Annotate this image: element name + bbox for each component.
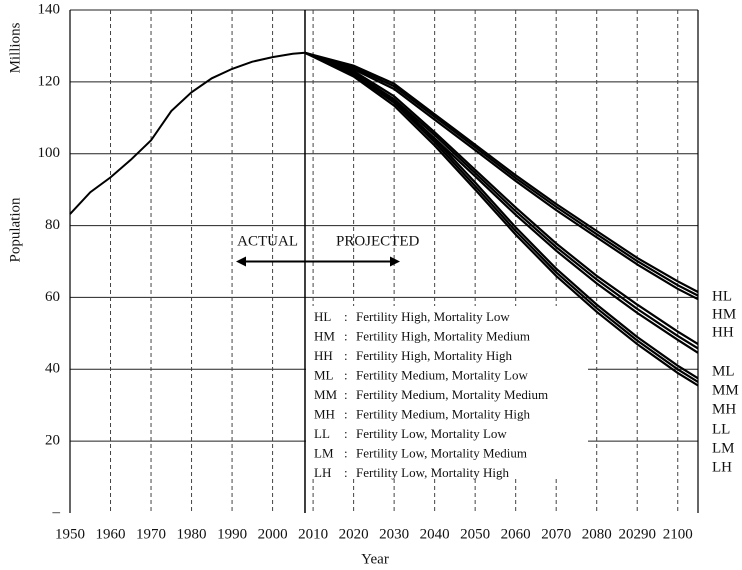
- legend-separator: :: [344, 426, 348, 441]
- legend-description: Fertility High, Mortality Medium: [356, 328, 530, 343]
- series-line: [304, 51, 699, 387]
- legend-description: Fertility Low, Mortality Medium: [356, 445, 527, 460]
- legend-code: ML: [314, 367, 334, 382]
- series-line: [304, 51, 699, 346]
- legend-code: LL: [314, 426, 330, 441]
- legend-description: Fertility Medium, Mortality High: [356, 406, 531, 421]
- series-end-label: HH: [712, 324, 734, 340]
- x-tick-label: 1990: [217, 526, 247, 542]
- legend-code: LM: [314, 445, 334, 460]
- arrow-head: [390, 256, 400, 267]
- series-end-label: MM: [712, 382, 739, 398]
- y-axis-label: Population: [7, 197, 23, 263]
- y-tick-label: 40: [45, 361, 60, 377]
- x-tick-label: 1950: [55, 526, 85, 542]
- legend-code: HL: [314, 309, 331, 324]
- y-tick-label: 100: [38, 145, 61, 161]
- legend-separator: :: [344, 387, 348, 402]
- series-line: [304, 51, 699, 301]
- x-tick-label: 1970: [136, 526, 166, 542]
- y-axis-unit: Millions: [7, 22, 23, 73]
- series-line: [304, 51, 699, 380]
- series-end-label: LM: [712, 440, 735, 456]
- x-tick-label: 2040: [420, 526, 450, 542]
- series-line: [304, 51, 699, 293]
- y-tick-label: 20: [45, 433, 60, 449]
- legend-code: MM: [314, 387, 338, 402]
- y-tick-label: 60: [45, 289, 60, 305]
- x-tick-label: 2000: [258, 526, 288, 542]
- legend-separator: :: [344, 465, 348, 480]
- legend-description: Fertility High, Mortality Low: [356, 309, 510, 324]
- legend-separator: :: [344, 445, 348, 460]
- series-end-label: MH: [712, 401, 736, 417]
- x-tick-label: 1960: [96, 526, 126, 542]
- x-tick-label: 2050: [460, 526, 490, 542]
- series-end-label: HM: [712, 306, 736, 322]
- legend-separator: :: [344, 309, 348, 324]
- x-tick-label: 2070: [541, 526, 571, 542]
- annotation: PROJECTED: [336, 233, 420, 249]
- series-line: [304, 51, 699, 383]
- legend-separator: :: [344, 348, 348, 363]
- series-end-label: LH: [712, 459, 732, 475]
- legend-separator: :: [344, 406, 348, 421]
- x-tick-label: 1980: [177, 526, 207, 542]
- x-tick-label: 20290: [618, 526, 656, 542]
- series-end-label: LL: [712, 421, 730, 437]
- legend: HL: Fertility High, Mortality Low HM: Ferti…: [306, 306, 588, 480]
- legend-code: HM: [314, 328, 335, 343]
- legend-description: Fertility Medium, Mortality Medium: [356, 387, 548, 402]
- y-tick-label: 80: [45, 217, 60, 233]
- legend-code: LH: [314, 465, 331, 480]
- y-tick-label: –: [52, 504, 61, 520]
- legend-description: Fertility Low, Mortality Low: [356, 426, 507, 441]
- series-end-label: ML: [712, 363, 735, 379]
- legend-description: Fertility Medium, Mortality Low: [356, 367, 528, 382]
- series-line: [69, 51, 306, 215]
- x-tick-label: 2100: [663, 526, 693, 542]
- series-line: [304, 51, 699, 297]
- legend-separator: :: [344, 328, 348, 343]
- x-tick-label: 2020: [339, 526, 369, 542]
- x-axis-label: Year: [361, 551, 389, 567]
- legend-separator: :: [344, 367, 348, 382]
- arrow-head: [236, 256, 246, 267]
- x-tick-label: 2060: [501, 526, 531, 542]
- x-tick-label: 2030: [379, 526, 409, 542]
- x-tick-label: 2080: [582, 526, 612, 542]
- legend-background: [306, 306, 588, 478]
- legend-code: MH: [314, 406, 335, 421]
- legend-description: Fertility High, Mortality High: [356, 348, 512, 363]
- x-tick-label: 2010: [298, 526, 328, 542]
- legend-code: HH: [314, 348, 333, 363]
- series-end-label: HL: [712, 288, 732, 304]
- y-tick-label: 120: [38, 73, 61, 89]
- annotation: ACTUAL: [237, 233, 298, 249]
- y-tick-label: 140: [38, 1, 61, 17]
- legend-description: Fertility Low, Mortality High: [356, 465, 509, 480]
